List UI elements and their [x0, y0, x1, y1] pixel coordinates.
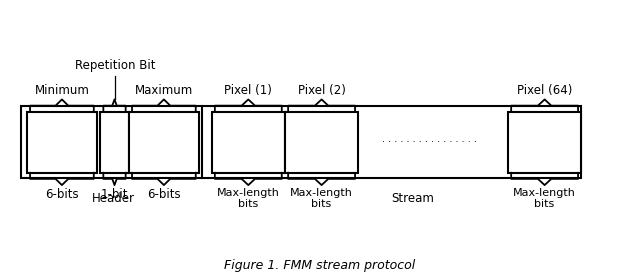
- Text: 6-bits: 6-bits: [45, 188, 79, 201]
- Text: Minimum: Minimum: [35, 84, 90, 97]
- Text: Maximum: Maximum: [135, 84, 193, 97]
- Bar: [285, 112, 358, 173]
- Text: Max-length
bits: Max-length bits: [513, 188, 576, 210]
- Text: · · · · · · · · · · · · · · · ·: · · · · · · · · · · · · · · · ·: [382, 137, 477, 147]
- Text: Stream: Stream: [391, 192, 434, 205]
- Bar: [100, 112, 129, 173]
- Text: 6-bits: 6-bits: [147, 188, 180, 201]
- Text: Pixel (2): Pixel (2): [298, 84, 346, 97]
- Bar: [27, 112, 97, 173]
- Text: Max-length
bits: Max-length bits: [290, 188, 353, 210]
- Bar: [508, 112, 581, 173]
- Bar: [20, 106, 581, 178]
- Bar: [212, 112, 285, 173]
- Text: Pixel (64): Pixel (64): [517, 84, 572, 97]
- Text: Figure 1. FMM stream protocol: Figure 1. FMM stream protocol: [225, 259, 415, 272]
- Text: Header: Header: [92, 192, 134, 205]
- Text: Repetition Bit: Repetition Bit: [75, 59, 155, 72]
- Text: Max-length
bits: Max-length bits: [217, 188, 280, 210]
- Bar: [129, 112, 199, 173]
- Text: Pixel (1): Pixel (1): [225, 84, 272, 97]
- Text: 1-bit: 1-bit: [100, 188, 128, 201]
